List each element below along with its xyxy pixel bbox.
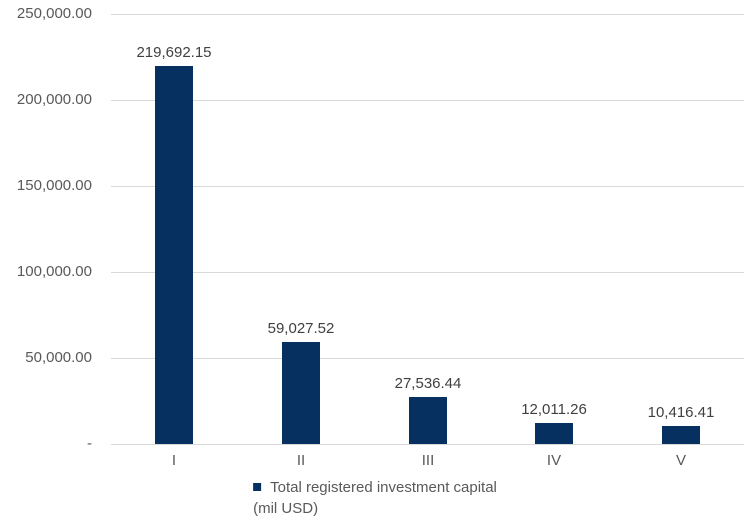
bar-value-label: 10,416.41: [647, 404, 715, 421]
gridline: [111, 99, 744, 101]
x-tick-label-I: I: [171, 452, 177, 469]
x-tick-label-III: III: [421, 452, 435, 469]
x-tick-label-IV: IV: [546, 452, 562, 469]
x-tick-label-V: V: [675, 452, 686, 469]
bar-II: [282, 342, 320, 444]
y-tick-label: 250,000.00: [16, 5, 92, 22]
y-tick-label: 150,000.00: [16, 177, 92, 194]
y-tick-label: 200,000.00: [16, 91, 92, 108]
gridline: [111, 13, 744, 15]
gridline: [111, 185, 744, 187]
y-tick-label: -: [87, 435, 92, 452]
legend-row: Total registered investment capital: [253, 477, 497, 498]
gridline: [111, 271, 744, 273]
y-tick-label: 50,000.00: [25, 349, 92, 366]
legend-label-line1: Total registered investment capital: [270, 479, 497, 496]
bar-value-label: 219,692.15: [136, 44, 212, 61]
legend-label-line2: (mil USD): [253, 500, 319, 517]
legend: Total registered investment capital (mil…: [253, 477, 497, 519]
bar-V: [662, 426, 700, 444]
x-tick-label-II: II: [296, 452, 306, 469]
bar-I: [155, 66, 193, 444]
bar-value-label: 59,027.52: [267, 320, 335, 337]
legend-swatch-icon: [253, 483, 262, 491]
bar-value-label: 27,536.44: [394, 375, 462, 392]
bar-III: [409, 397, 447, 444]
y-tick-label: 100,000.00: [16, 263, 92, 280]
bar-IV: [535, 423, 573, 444]
bar-value-label: 12,011.26: [521, 401, 587, 418]
gridline: [111, 357, 744, 359]
